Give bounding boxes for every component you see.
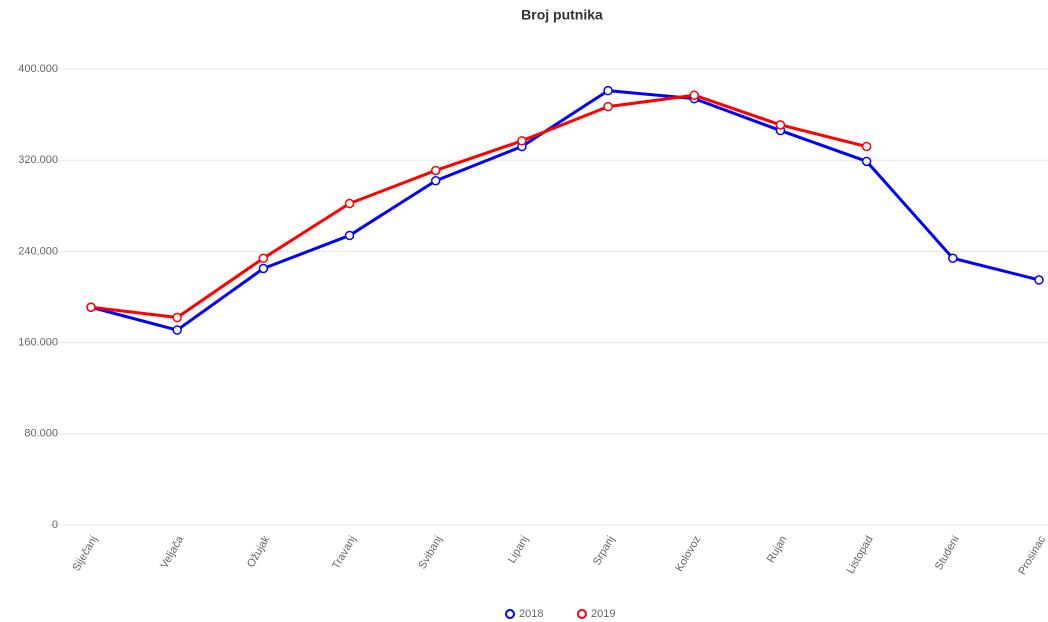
legend-marker — [505, 609, 515, 619]
y-tick-label: 160.000 — [18, 337, 58, 349]
y-tick-label: 320.000 — [18, 154, 58, 166]
data-point — [344, 198, 355, 209]
x-tick-label: Svibanj — [416, 534, 444, 571]
x-tick-label: Veljača — [158, 533, 187, 570]
y-tick-label: 80.000 — [24, 428, 58, 440]
x-tick-label: Studeni — [933, 534, 962, 572]
data-point — [172, 325, 182, 335]
data-point — [86, 302, 96, 313]
data-point — [430, 175, 441, 186]
data-point — [172, 312, 182, 323]
x-tick-label: Ožujak — [245, 534, 273, 570]
data-point — [603, 101, 613, 112]
data-point — [861, 141, 872, 152]
data-point — [1034, 275, 1044, 285]
data-point — [430, 165, 441, 176]
y-tick-label: 400.000 — [18, 63, 58, 75]
x-tick-label: Rujan — [765, 534, 790, 565]
data-point — [948, 253, 958, 263]
data-point — [689, 90, 700, 100]
x-tick-label: Srpanj — [591, 534, 617, 568]
x-tick-label: Travanj — [330, 534, 359, 571]
y-tick-label: 240.000 — [18, 245, 58, 257]
x-tick-label: Kolovoz — [673, 534, 703, 574]
data-point — [861, 156, 872, 167]
chart-title: Broj putnika — [521, 7, 603, 23]
legend-marker — [577, 609, 587, 619]
data-point — [775, 120, 786, 130]
series-line — [90, 89, 1040, 332]
data-point — [258, 253, 269, 263]
x-tick-label: Siječanj — [70, 534, 100, 573]
legend-label: 2018 — [519, 608, 543, 620]
x-tick-label: Prosinac — [1016, 534, 1048, 577]
legend-label: 2019 — [591, 608, 615, 620]
series-line — [90, 93, 868, 320]
data-point — [517, 136, 527, 146]
x-tick-label: Listopad — [845, 534, 876, 576]
data-point — [258, 263, 269, 274]
data-point — [344, 230, 355, 241]
y-tick-label: 0 — [52, 519, 58, 531]
x-tick-label: Lipanj — [506, 534, 531, 565]
data-point — [603, 85, 613, 96]
